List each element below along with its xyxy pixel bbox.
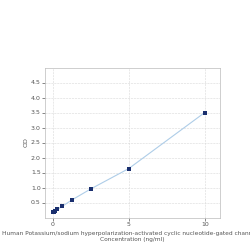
- Point: [55, 208, 59, 212]
- Y-axis label: OD: OD: [23, 138, 28, 147]
- Point: [52, 210, 56, 214]
- Point: [53, 209, 57, 213]
- Point: [50, 210, 54, 214]
- Point: [127, 166, 131, 170]
- Point: [60, 204, 64, 208]
- Point: [203, 110, 207, 114]
- X-axis label: Human Potassium/sodium hyperpolarization-activated cyclic nucleotide-gated chann: Human Potassium/sodium hyperpolarization…: [2, 231, 250, 242]
- Point: [89, 187, 93, 191]
- Point: [70, 198, 74, 202]
